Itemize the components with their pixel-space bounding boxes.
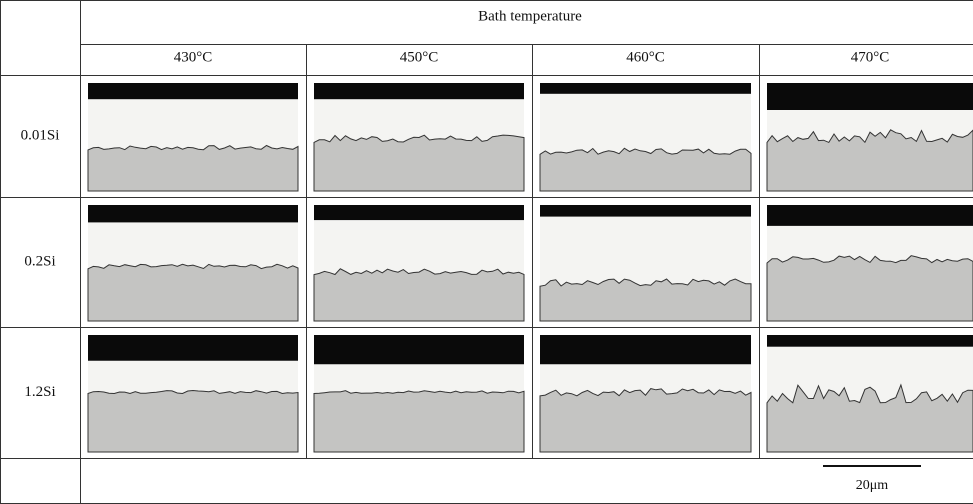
scale-label: 20μm (856, 478, 889, 493)
micrograph-steel (766, 383, 973, 453)
micrograph-steel (539, 278, 752, 322)
header-title: Bath temperature (478, 8, 582, 24)
micrograph-steel (766, 129, 973, 192)
micrograph-steel (539, 388, 752, 453)
micrograph-resin (88, 205, 298, 223)
micrograph-steel (87, 144, 299, 192)
column-header: 460°C (626, 49, 665, 65)
column-header: 430°C (174, 49, 213, 65)
micrograph-resin (767, 205, 973, 226)
micrograph-resin (540, 335, 751, 365)
micrograph-steel (313, 134, 525, 192)
micrograph-resin (88, 335, 298, 361)
micrograph-steel (539, 147, 752, 192)
micrograph-resin (314, 205, 524, 221)
micrograph-steel (87, 389, 299, 453)
micrograph-resin (88, 83, 298, 100)
micrograph-resin (767, 83, 973, 110)
micrograph-steel (313, 268, 525, 322)
row-header: 1.2Si (24, 384, 55, 400)
micrograph-steel (87, 263, 299, 322)
micrograph-steel (313, 390, 525, 453)
micrograph-resin (540, 205, 751, 217)
micrograph-resin (540, 83, 751, 94)
micrograph-resin (314, 335, 524, 365)
column-header: 470°C (851, 49, 890, 65)
micrograph-resin (314, 83, 524, 100)
column-header: 450°C (400, 49, 439, 65)
row-header: 0.2Si (24, 253, 55, 269)
micrograph-steel (766, 255, 973, 322)
row-header: 0.01Si (21, 127, 60, 143)
micrograph-resin (767, 335, 973, 347)
